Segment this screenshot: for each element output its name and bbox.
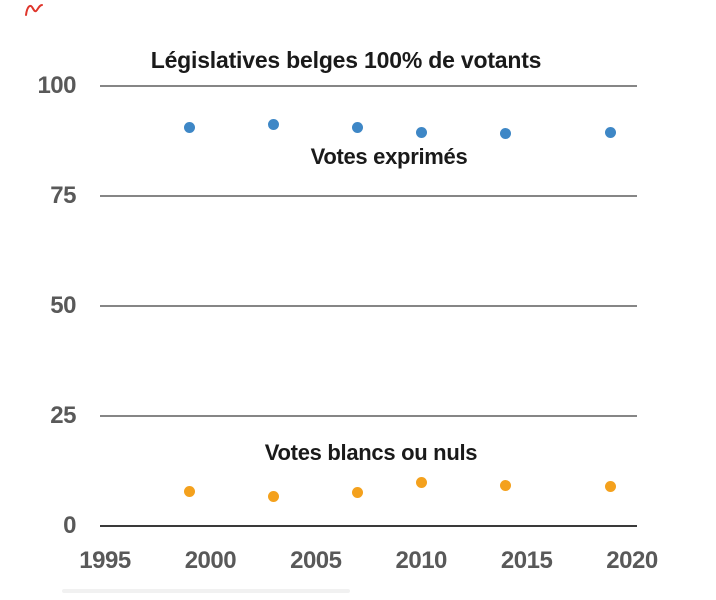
data-point-votes-exprim-s-2007 bbox=[352, 121, 364, 133]
data-point-votes-exprim-s-2019 bbox=[605, 126, 617, 138]
x-tick-label-1995: 1995 bbox=[79, 547, 131, 574]
x-tick-label-2005: 2005 bbox=[290, 547, 342, 574]
data-point-votes-blancs-ou-nuls-2014 bbox=[500, 480, 512, 492]
data-point-votes-blancs-ou-nuls-2007 bbox=[352, 487, 364, 499]
x-tick-label-2015: 2015 bbox=[500, 547, 553, 574]
x-tick-label-2010: 2010 bbox=[395, 547, 447, 574]
series-label-votes-blancs-ou-nuls: Votes blancs ou nuls bbox=[264, 440, 478, 465]
y-tick-label-100: 100 bbox=[37, 72, 76, 99]
data-point-votes-blancs-ou-nuls-2003 bbox=[268, 490, 280, 502]
y-tick-label-25: 25 bbox=[50, 402, 76, 429]
red-scribble-annotation bbox=[25, 4, 43, 16]
gridline-100 bbox=[100, 85, 637, 87]
faint-bottom-artifact bbox=[62, 589, 350, 593]
gridline-25 bbox=[100, 415, 637, 417]
chart-title: Législatives belges 100% de votants bbox=[150, 47, 542, 73]
data-point-votes-blancs-ou-nuls-2019 bbox=[605, 481, 617, 493]
data-point-votes-blancs-ou-nuls-1999 bbox=[183, 485, 195, 497]
gridline-75 bbox=[100, 195, 637, 197]
gridline-50 bbox=[100, 305, 637, 307]
x-tick-label-2000: 2000 bbox=[184, 547, 237, 574]
data-point-votes-exprim-s-2003 bbox=[268, 119, 280, 131]
x-axis-line bbox=[100, 525, 637, 527]
data-point-votes-blancs-ou-nuls-2010 bbox=[415, 477, 427, 489]
series-label-votes-exprimes: Votes exprimés bbox=[310, 144, 468, 169]
y-tick-label-50: 50 bbox=[50, 292, 76, 319]
data-point-votes-exprim-s-2010 bbox=[415, 127, 427, 139]
data-point-votes-exprim-s-2014 bbox=[500, 128, 512, 140]
x-tick-label-2020: 2020 bbox=[606, 547, 658, 574]
data-point-votes-exprim-s-1999 bbox=[183, 122, 195, 134]
y-tick-label-0: 0 bbox=[63, 512, 76, 539]
y-tick-label-75: 75 bbox=[50, 182, 76, 209]
